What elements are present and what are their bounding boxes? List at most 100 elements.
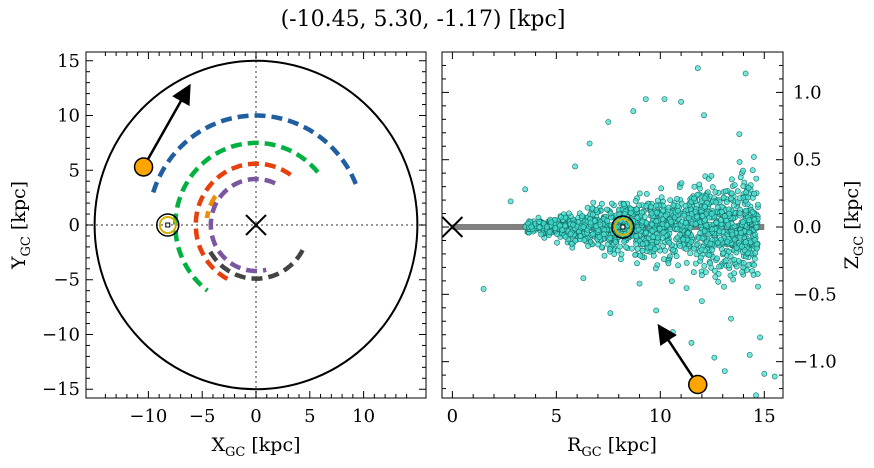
scatter-point [643,202,649,209]
scatter-point [730,202,737,209]
scatter-point [761,370,768,377]
spiral-arm-0 [149,113,358,198]
galactic-center-marker [245,214,267,236]
scatter-point [698,246,705,253]
scatter-point [736,131,743,137]
scatter-point [690,269,697,276]
scatter-point [660,229,667,236]
scatter-point [753,392,759,398]
scatter-point [552,225,559,231]
scatter-point [599,200,605,207]
left-y-axis-label: YGC [kpc] [8,181,34,270]
scatter-point [607,235,614,241]
scatter-point [771,373,778,380]
scatter-point [557,222,563,229]
scatter-point [639,218,646,225]
sun-marker [620,224,626,230]
scatter-point [585,243,591,249]
scatter-point [738,229,744,236]
scatter-point [633,206,640,213]
sun-marker [158,216,177,234]
scatter-point [699,272,705,279]
left-x-tick-label: 10 [352,406,375,427]
scatter-point [662,247,668,254]
scatter-point [731,256,738,263]
scatter-point [669,329,676,335]
scatter-point [692,221,699,227]
scatter-point [528,223,535,230]
right-y-tick-label: −1.0 [793,352,837,373]
scatter-point [666,239,673,246]
left-plot-content [86,52,426,398]
scatter-point [677,243,683,249]
scatter-point [740,183,747,189]
scatter-point [701,195,708,202]
scatter-point [682,219,689,226]
scatter-point [721,213,728,220]
scatter-point [566,210,572,217]
scatter-point [696,181,703,188]
spiral-arm-5 [208,246,306,281]
sun-marker [165,222,171,228]
scatter-point [612,239,619,246]
scatter-point [718,217,724,224]
scatter-point [680,236,687,243]
scatter-point [709,184,716,190]
scatter-point [636,190,643,197]
right-plot-content [442,65,778,398]
left-y-tick-label: 5 [69,160,80,181]
scatter-point [685,230,691,237]
scatter-point [621,201,627,208]
scatter-point [632,198,639,204]
scatter-point [714,255,720,262]
left-y-tick-label: −10 [42,324,80,345]
scatter-point [559,227,566,233]
scatter-point [618,256,624,263]
scatter-point [743,189,749,196]
scatter-point [692,260,699,267]
scatter-point [687,224,694,231]
scatter-point [670,247,676,253]
scatter-point [590,231,596,237]
scatter-point [708,172,715,179]
scatter-point [522,186,529,193]
right-axes-frame [441,51,784,399]
scatter-point [639,209,645,216]
left-x-tick-label: 0 [250,406,261,427]
scatter-point [728,315,734,322]
velocity-arrow [142,83,191,168]
scatter-point [751,154,757,160]
scatter-point [721,283,727,290]
sun-marker [613,218,632,237]
left-y-tick-label: −5 [53,270,80,291]
scatter-point [720,194,727,201]
scatter-point [632,251,638,258]
scatter-point [635,226,642,233]
scatter-point [538,231,544,238]
scatter-point [739,269,745,275]
spiral-arm-2 [204,194,218,219]
scatter-point [587,219,594,226]
sun-marker [611,215,635,239]
scatter-point [709,226,715,233]
scatter-point [643,229,649,236]
scatter-point [480,285,487,292]
scatter-point [702,203,708,210]
scatter-point [742,70,749,77]
velocity-arrow [657,323,699,386]
right-y-tick-label: 0.5 [793,150,822,171]
scatter-point [667,197,674,203]
scatter-point [649,221,655,228]
scatter-point [637,252,644,259]
scatter-point [751,262,757,268]
scatter-point [554,231,560,237]
scatter-point [736,195,743,202]
scatter-point [743,207,749,214]
left-y-tick-label: 10 [57,106,80,127]
scatter-point [652,246,658,252]
scatter-point [724,238,731,245]
scatter-point [653,218,660,225]
scatter-point [661,96,668,102]
scatter-point [658,185,665,192]
scatter-point [580,224,587,230]
